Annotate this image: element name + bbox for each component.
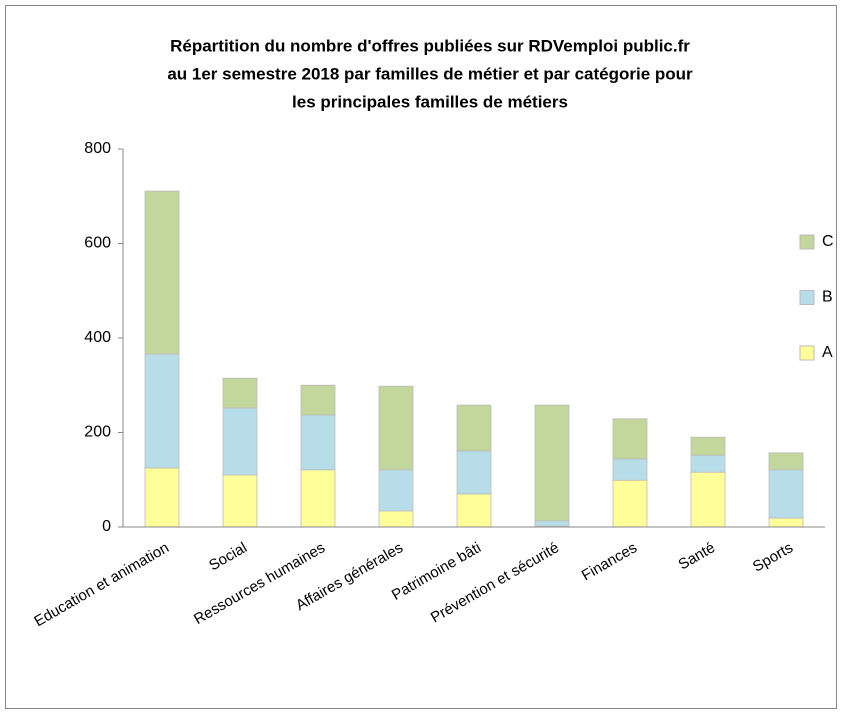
bar-segment [768, 452, 804, 471]
bar-segment [612, 418, 648, 460]
bar-segment [378, 385, 414, 471]
y-tick-label: 800 [84, 140, 111, 157]
chart-title: les principales familles de métiers [292, 92, 568, 111]
bar-segment [534, 520, 570, 527]
bar-segment [300, 469, 336, 528]
chart-title: Répartition du nombre d'offres publiées … [170, 36, 690, 55]
y-tick-label: 0 [102, 518, 111, 535]
bar-segment [144, 353, 180, 469]
bar-segment [144, 190, 180, 355]
legend-label: A [822, 344, 833, 361]
bar-segment [378, 510, 414, 528]
bar-segment [378, 469, 414, 512]
bar-segment [612, 458, 648, 481]
bar-segment [690, 454, 726, 473]
bar-segment [222, 474, 258, 528]
bar-segment [690, 471, 726, 528]
bar-segment [300, 414, 336, 471]
y-tick-label: 400 [84, 329, 111, 346]
chart-border [5, 5, 837, 709]
y-tick-label: 200 [84, 424, 111, 441]
bar-segment [222, 407, 258, 476]
legend-swatch [799, 290, 815, 305]
bar-segment [456, 450, 492, 495]
bar-segment [690, 436, 726, 456]
legend-label: B [822, 289, 833, 306]
legend-swatch [799, 345, 815, 361]
bar-segment [144, 467, 180, 528]
y-tick-label: 600 [84, 235, 111, 252]
bar-segment [456, 493, 492, 528]
legend-label: C [822, 233, 834, 250]
legend-swatch [799, 234, 815, 250]
bar-segment [768, 517, 804, 528]
bar-segment [534, 404, 570, 522]
chart-title: au 1er semestre 2018 par familles de mét… [167, 64, 693, 83]
bar-segment [768, 469, 804, 519]
bar-segment [222, 377, 258, 409]
bar-segment [612, 479, 648, 528]
bar-segment [300, 384, 336, 416]
bar-segment [456, 404, 492, 452]
